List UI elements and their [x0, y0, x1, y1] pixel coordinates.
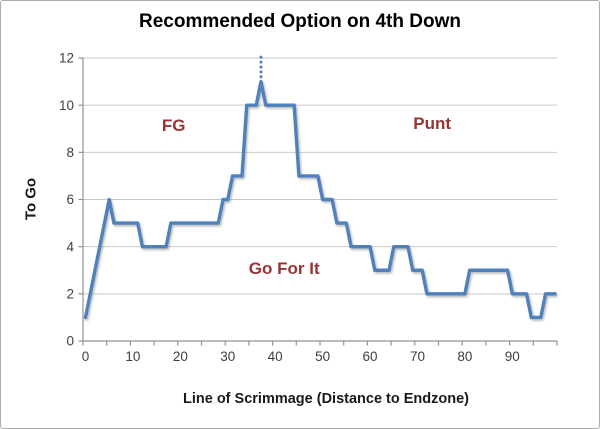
- x-tick-label: 40: [268, 349, 283, 364]
- gridlines: [83, 57, 557, 295]
- y-tick-label: 4: [66, 239, 74, 254]
- x-tick-label: 50: [315, 349, 330, 364]
- x-tick-label: 60: [363, 349, 378, 364]
- x-axis-title: Line of Scrimmage (Distance to Endzone): [182, 391, 469, 407]
- x-tick-label: 90: [505, 349, 520, 364]
- chart-title: Recommended Option on 4th Down: [139, 11, 461, 32]
- y-tick-label: 2: [66, 286, 74, 301]
- y-tick-label: 6: [66, 192, 74, 207]
- x-tick-label: 80: [457, 349, 472, 364]
- x-tick-label: 70: [410, 349, 425, 364]
- x-tick-label: 30: [220, 349, 235, 364]
- y-tick-label: 12: [59, 51, 74, 66]
- axes: 0 2 4 6 8 10 12 0 10 20 30 40 50 60 70 80 90: [59, 51, 558, 364]
- x-tick-label: 20: [173, 349, 188, 364]
- y-tick-label: 8: [66, 145, 74, 160]
- y-tick-label: 10: [59, 98, 74, 113]
- y-tick-label: 0: [66, 334, 74, 349]
- x-tick-label: 0: [82, 349, 90, 364]
- x-tick-label: 10: [125, 349, 140, 364]
- recommendation-boundary-line: [83, 79, 557, 320]
